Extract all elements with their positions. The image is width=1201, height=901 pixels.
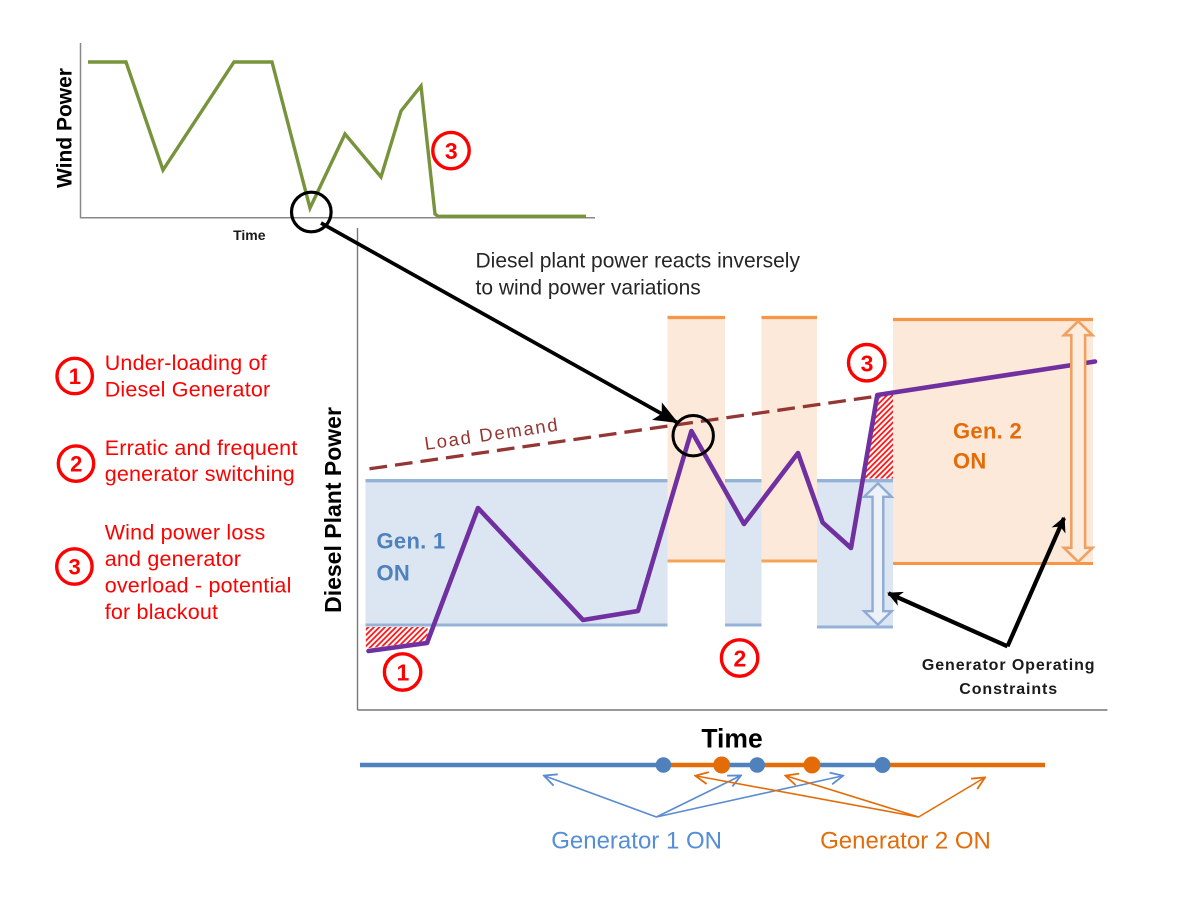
svg-text:Load Demand: Load Demand — [423, 414, 561, 454]
svg-text:Wind power loss: Wind power loss — [105, 521, 266, 545]
svg-text:overload - potential: overload - potential — [105, 573, 292, 597]
svg-text:Erratic and frequent: Erratic and frequent — [105, 436, 298, 460]
svg-text:2: 2 — [70, 452, 82, 477]
svg-text:Wind Power: Wind Power — [54, 68, 77, 188]
svg-text:3: 3 — [68, 555, 80, 580]
svg-text:Constraints: Constraints — [959, 681, 1058, 698]
svg-text:2: 2 — [734, 646, 747, 672]
svg-text:Time: Time — [701, 724, 762, 754]
svg-text:Time: Time — [233, 227, 266, 243]
svg-text:Gen. 1: Gen. 1 — [377, 529, 446, 554]
svg-text:for blackout: for blackout — [105, 600, 219, 624]
svg-text:3: 3 — [861, 350, 874, 376]
svg-text:Under-loading of: Under-loading of — [105, 351, 267, 375]
svg-text:Generator 2 ON: Generator 2 ON — [820, 828, 991, 855]
svg-text:1: 1 — [69, 364, 81, 389]
svg-text:Diesel Generator: Diesel Generator — [105, 377, 271, 401]
svg-text:and generator: and generator — [105, 547, 241, 571]
svg-text:3: 3 — [445, 138, 458, 164]
svg-text:ON: ON — [377, 561, 411, 586]
svg-text:Generator Operating: Generator Operating — [922, 657, 1096, 674]
svg-text:1: 1 — [397, 660, 410, 686]
svg-text:Gen. 2: Gen. 2 — [953, 418, 1022, 443]
svg-text:generator switching: generator switching — [105, 462, 295, 486]
svg-text:Diesel plant power reacts inve: Diesel plant power reacts inversely — [476, 250, 801, 273]
svg-text:to wind power variations: to wind power variations — [476, 276, 701, 299]
svg-text:ON: ON — [953, 448, 987, 473]
svg-text:Diesel Plant Power: Diesel Plant Power — [320, 407, 346, 613]
svg-text:Generator 1 ON: Generator 1 ON — [551, 828, 722, 855]
